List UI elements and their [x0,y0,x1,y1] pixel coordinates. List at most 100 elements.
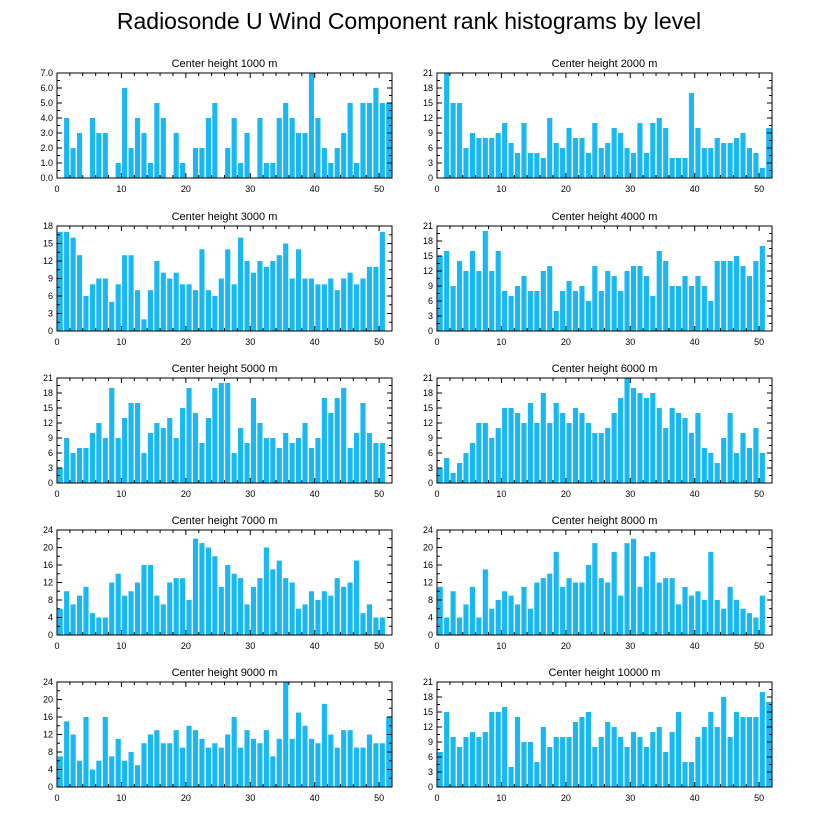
bar [476,271,482,331]
bar [315,600,321,635]
bar [502,707,508,787]
bar [186,600,192,635]
y-tick-label: 3.0 [40,128,53,138]
bar [534,762,540,787]
bar [502,291,508,331]
panel-6: Center height 6000 m 0 3 6 9 12 15 18 21 0 10 20 30 4… [423,363,773,499]
bar [450,591,456,635]
bar [482,732,488,787]
bar [650,551,656,636]
bar [147,565,153,635]
bar [109,582,115,635]
bar [682,276,688,331]
bar [250,272,257,331]
bar [534,423,540,483]
x-tick-label: 10 [496,337,506,347]
bar [328,278,334,331]
bar [450,737,456,787]
bar [154,730,160,788]
bar [701,600,707,635]
bar [482,138,488,178]
y-tick-label: 15 [423,403,433,413]
bar [637,266,643,331]
y-tick-label: 0 [428,478,433,488]
y-tick-label: 6 [48,291,53,301]
bar [353,560,360,636]
bar [495,133,501,178]
bar [676,712,682,787]
bar [160,118,166,178]
bar [656,582,662,635]
y-tick-label: 18 [423,388,433,398]
bar [618,291,624,331]
bar [366,734,373,787]
bar [489,438,495,483]
x-tick-label: 20 [181,489,191,499]
x-tick-label: 20 [181,793,191,803]
bar [89,284,96,331]
x-tick-label: 0 [54,184,59,194]
bar [521,742,527,787]
bar [521,586,527,636]
bar [469,586,476,636]
bar [366,266,373,331]
bar [650,123,656,178]
x-tick-label: 0 [434,489,439,499]
bar [154,595,160,636]
bar [102,438,108,483]
bar [733,712,740,787]
bar [547,573,553,635]
bar [160,428,166,483]
bar [656,408,662,483]
bar [134,290,141,331]
bar [714,600,720,635]
bar [289,582,295,635]
bar [257,261,263,331]
bar [154,261,160,331]
bar [740,433,746,483]
bar [289,278,295,331]
bar [476,617,482,635]
bar [611,727,617,787]
bar [650,393,656,483]
bar [218,278,224,331]
bar [456,261,463,331]
bar [334,148,340,178]
bar [167,278,173,331]
bar [167,743,173,787]
bar [115,573,121,635]
bar [199,148,205,178]
bar [585,301,591,331]
bar [379,743,385,787]
bar [205,118,211,178]
bar [360,103,366,178]
bar [656,251,662,331]
bar [521,276,527,331]
bar [540,578,546,636]
bar [366,103,373,178]
bar [676,604,682,636]
bar [611,128,617,178]
bar [212,296,218,331]
bar [746,148,753,178]
bar [527,291,533,331]
bar [489,271,495,331]
bar [328,163,334,178]
bar [102,278,108,331]
bar [250,586,257,636]
bar [270,261,276,331]
bar [714,261,720,331]
y-tick-label: 8 [48,747,53,757]
y-tick-label: 1.0 [40,158,53,168]
bar [650,296,656,331]
y-tick-label: 6 [428,752,433,762]
bar [347,582,353,635]
x-tick-label: 10 [496,641,506,651]
bar [560,148,566,178]
bar [83,448,89,483]
bar [180,284,186,331]
x-tick-label: 10 [116,641,126,651]
bar [733,600,740,635]
y-tick-label: 20 [43,543,53,553]
bar [663,261,669,331]
